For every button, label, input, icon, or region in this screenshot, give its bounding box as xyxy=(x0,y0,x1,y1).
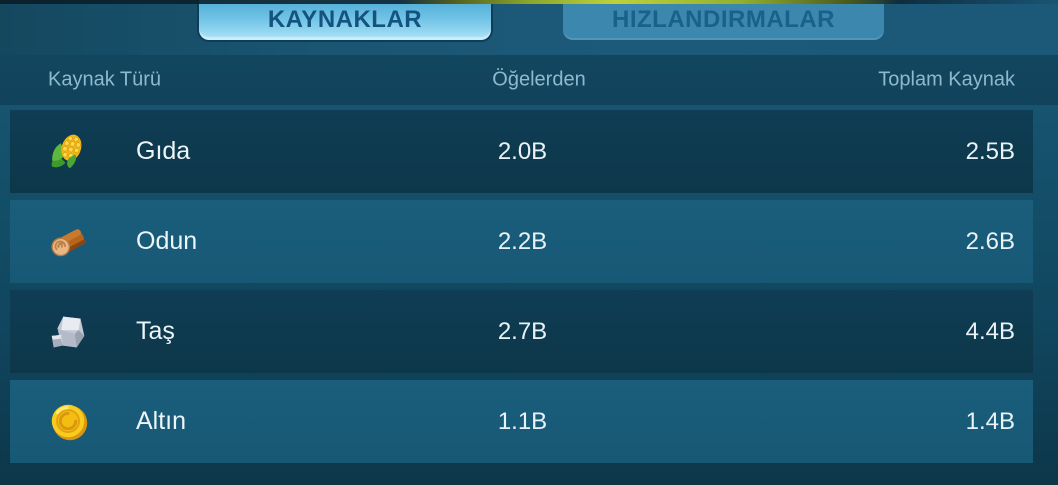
tab-resources-label: KAYNAKLAR xyxy=(267,6,423,33)
column-header-total-resource: Toplam Kaynak xyxy=(878,68,1015,91)
stone-icon xyxy=(46,309,92,355)
resource-label: Altın xyxy=(136,407,187,435)
from-items-value: 2.0B xyxy=(497,137,548,165)
from-items-value: 2.7B xyxy=(497,317,548,345)
resource-label: Taş xyxy=(136,317,175,345)
tab-resources[interactable]: KAYNAKLAR xyxy=(197,0,493,42)
table-row: Altın 1.1B 1.4B xyxy=(10,380,1033,463)
tab-speedups-label: HIZLANDIRMALAR xyxy=(612,6,835,33)
tab-speedups[interactable]: HIZLANDIRMALAR xyxy=(563,0,884,40)
tab-bar: KAYNAKLAR HIZLANDIRMALAR xyxy=(0,0,1058,55)
from-items-value: 1.1B xyxy=(497,407,548,435)
table-row: Odun 2.2B 2.6B xyxy=(10,200,1033,283)
total-resource-value: 2.6B xyxy=(965,227,1015,255)
log-icon xyxy=(46,219,92,265)
table-header: Kaynak Türü Öğelerden Toplam Kaynak xyxy=(0,55,1058,105)
coin-icon xyxy=(46,399,92,445)
corn-icon xyxy=(46,129,92,175)
resource-table: Gıda 2.0B 2.5B Odun 2.2B 2.6B xyxy=(10,110,1033,470)
total-resource-value: 1.4B xyxy=(965,407,1015,435)
column-header-resource-type: Kaynak Türü xyxy=(48,68,162,91)
column-header-from-items: Öğelerden xyxy=(492,68,586,91)
resource-label: Gıda xyxy=(136,137,191,165)
from-items-value: 2.2B xyxy=(497,227,548,255)
total-resource-value: 2.5B xyxy=(965,137,1015,165)
table-row: Taş 2.7B 4.4B xyxy=(10,290,1033,373)
resource-label: Odun xyxy=(136,227,198,255)
total-resource-value: 4.4B xyxy=(965,317,1015,345)
table-row: Gıda 2.0B 2.5B xyxy=(10,110,1033,193)
